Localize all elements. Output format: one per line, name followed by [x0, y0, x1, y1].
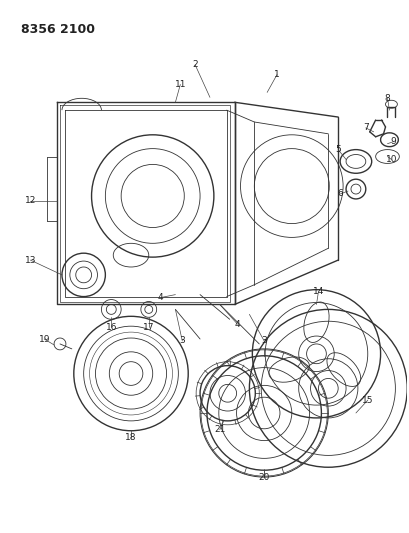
Text: 3: 3	[261, 336, 266, 345]
Text: 7: 7	[362, 124, 368, 132]
Text: 20: 20	[258, 473, 269, 482]
Text: 14: 14	[312, 287, 324, 296]
Text: 6: 6	[337, 190, 342, 198]
Text: 11: 11	[174, 80, 186, 89]
Text: 8356 2100: 8356 2100	[20, 23, 94, 36]
Text: 10: 10	[385, 155, 396, 164]
Text: 1: 1	[274, 70, 279, 79]
Text: 8: 8	[384, 94, 389, 103]
Text: 17: 17	[143, 322, 154, 332]
Text: 9: 9	[390, 137, 396, 146]
Text: 19: 19	[38, 335, 50, 343]
Text: 3: 3	[179, 336, 185, 345]
Text: 13: 13	[25, 256, 36, 264]
Text: 2: 2	[192, 60, 198, 69]
Text: 15: 15	[361, 395, 373, 405]
Text: 21: 21	[213, 425, 225, 434]
Text: 4: 4	[234, 320, 240, 329]
Text: 16: 16	[105, 322, 117, 332]
Text: 18: 18	[125, 433, 137, 442]
Text: 12: 12	[25, 196, 36, 205]
Text: 4: 4	[157, 293, 163, 302]
Text: 5: 5	[335, 145, 340, 154]
